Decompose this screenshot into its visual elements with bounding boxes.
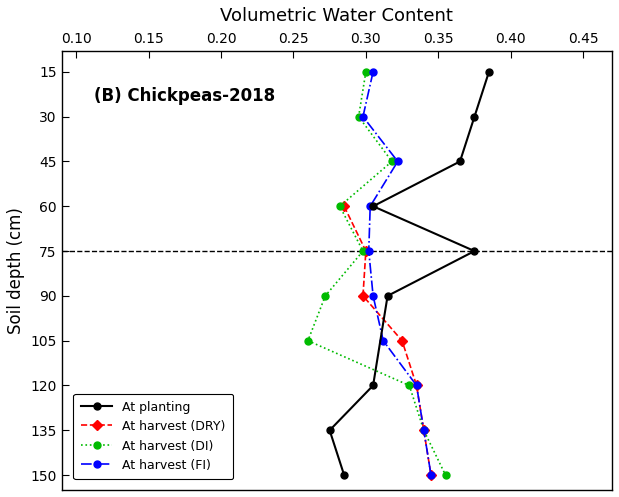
At harvest (DRY) (420, 427, 428, 433)
At harvest (DI) (405, 383, 413, 389)
Line: At harvest (DRY): At harvest (DRY) (340, 203, 435, 479)
At harvest (DI) (362, 69, 370, 75)
At harvest (FI) (427, 472, 435, 478)
At planting (471, 248, 478, 254)
At harvest (DRY) (427, 472, 435, 478)
At harvest (FI) (413, 383, 420, 389)
At planting (485, 69, 493, 75)
At planting (370, 383, 377, 389)
At planting (340, 472, 348, 478)
At harvest (FI) (370, 69, 377, 75)
At harvest (DI) (336, 203, 344, 209)
Line: At planting: At planting (326, 69, 493, 479)
At harvest (DRY) (399, 337, 406, 343)
At planting (384, 293, 391, 299)
At harvest (FI) (379, 337, 387, 343)
Y-axis label: Soil depth (cm): Soil depth (cm) (7, 207, 25, 334)
At harvest (FI) (370, 293, 377, 299)
At harvest (DI) (359, 248, 366, 254)
Line: At harvest (FI): At harvest (FI) (360, 69, 435, 479)
At harvest (DRY) (340, 203, 348, 209)
At harvest (FI) (420, 427, 428, 433)
At harvest (DI) (322, 293, 329, 299)
At harvest (DRY) (362, 248, 370, 254)
At harvest (FI) (359, 114, 366, 120)
At harvest (DI) (442, 472, 449, 478)
At harvest (FI) (366, 203, 374, 209)
Line: At harvest (DI): At harvest (DI) (305, 69, 449, 479)
At harvest (FI) (365, 248, 373, 254)
At planting (370, 203, 377, 209)
Legend: At planting, At harvest (DRY), At harvest (DI), At harvest (FI): At planting, At harvest (DRY), At harves… (74, 394, 233, 480)
At planting (471, 114, 478, 120)
At harvest (DI) (420, 427, 428, 433)
At harvest (DI) (355, 114, 362, 120)
At harvest (DI) (304, 337, 311, 343)
At planting (456, 159, 464, 165)
X-axis label: Volumetric Water Content: Volumetric Water Content (220, 7, 453, 25)
At harvest (DI) (388, 159, 396, 165)
Text: (B) Chickpeas-2018: (B) Chickpeas-2018 (93, 87, 275, 105)
At harvest (DRY) (359, 293, 366, 299)
At planting (326, 427, 334, 433)
At harvest (DRY) (413, 383, 420, 389)
At harvest (FI) (394, 159, 402, 165)
